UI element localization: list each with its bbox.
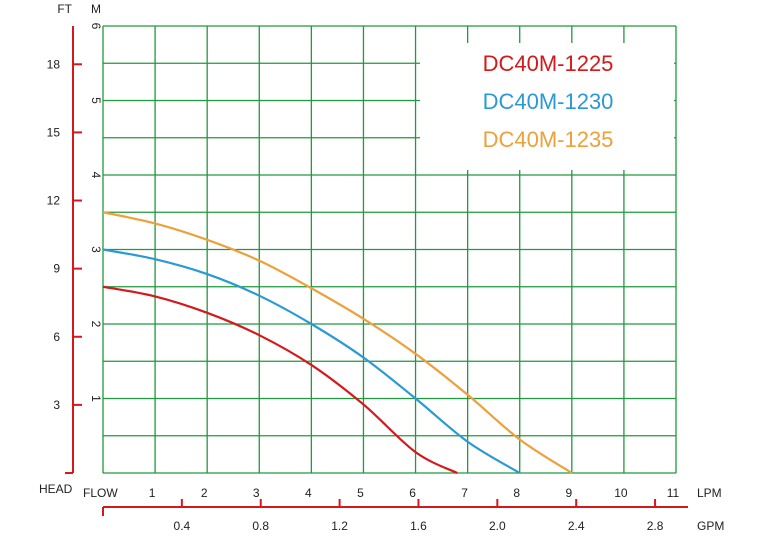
lpm-tick-label: 10 — [614, 486, 628, 500]
series-line — [102, 211, 573, 474]
ft-tick-label: 15 — [47, 125, 61, 139]
legend: DC40M-1225 DC40M-1230 DC40M-1235 — [420, 43, 674, 170]
lpm-tick-label: 8 — [513, 486, 520, 500]
curves — [102, 211, 573, 474]
ft-tick-label: 3 — [53, 398, 60, 412]
lpm-tick-label: 11 — [667, 486, 680, 500]
lpm-tick-label: 7 — [461, 486, 468, 500]
lpm-tick-label: 1 — [149, 486, 156, 500]
lpm-tick-label: 2 — [201, 486, 208, 500]
m-tick-label: 2 — [89, 321, 103, 328]
ft-tick-label: 18 — [47, 57, 61, 71]
m-tick-label: 4 — [89, 172, 103, 179]
m-tick-label: 1 — [89, 395, 103, 402]
m-tick-label: 3 — [89, 246, 103, 253]
gpm-tick-label: 1.6 — [410, 519, 427, 533]
gpm-tick-label: 0.8 — [252, 519, 269, 533]
lpm-tick-label: 9 — [565, 486, 572, 500]
ft-tick-label: 6 — [53, 330, 60, 344]
ft-tick-label: 9 — [53, 262, 60, 276]
gpm-tick-label: 2.8 — [647, 519, 664, 533]
m-tick-label: 5 — [89, 97, 103, 104]
series-line — [102, 248, 521, 474]
legend-entry: DC40M-1225 — [483, 51, 614, 76]
lpm-tick-label: 4 — [305, 486, 312, 500]
gpm-tick-label: 1.2 — [331, 519, 348, 533]
gpm-tick-label: 2.4 — [568, 519, 585, 533]
m-axis-unit: M — [91, 2, 101, 16]
series-line — [102, 285, 458, 474]
gpm-tick-label: 2.0 — [489, 519, 506, 533]
ft-axis-unit: FT — [57, 2, 72, 16]
legend-entry: DC40M-1230 — [483, 89, 614, 114]
lpm-tick-label: 5 — [357, 486, 364, 500]
ft-tick-label: 12 — [47, 194, 61, 208]
flow-label: FLOW — [83, 486, 118, 500]
gpm-unit: GPM — [697, 519, 724, 533]
m-tick-label: 6 — [89, 23, 103, 30]
legend-box — [420, 43, 674, 170]
legend-entry: DC40M-1235 — [483, 127, 614, 152]
lpm-unit: LPM — [697, 486, 722, 500]
lpm-tick-label: 6 — [409, 486, 416, 500]
lpm-tick-label: 3 — [253, 486, 260, 500]
head-label: HEAD — [39, 482, 73, 496]
gpm-tick-label: 0.4 — [174, 519, 191, 533]
